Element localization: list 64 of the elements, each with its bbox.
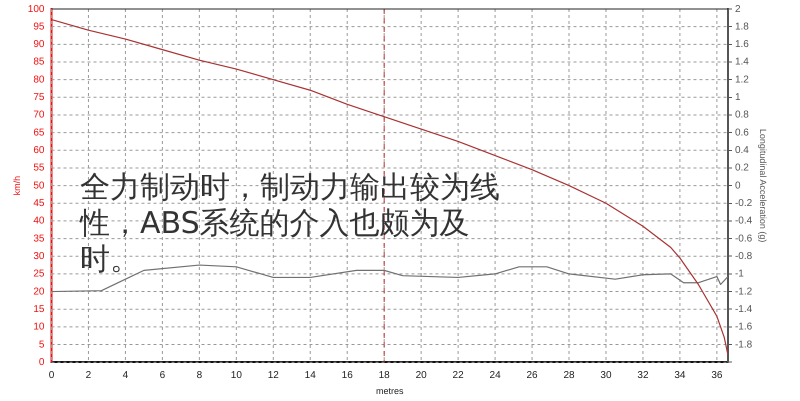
y-tick-label: 0: [38, 356, 45, 368]
y-tick-label: 85: [33, 56, 45, 68]
y-tick-label: 30: [33, 250, 45, 262]
x-tick-label: 6: [160, 370, 166, 381]
y-tick-label: 65: [33, 127, 45, 138]
x-tick-label: 18: [378, 370, 390, 381]
x-tick-label: 26: [526, 370, 538, 381]
y2-tick-label: -1.4: [734, 304, 753, 315]
x-tick-label: 30: [600, 370, 612, 381]
y2-tick-label: -1.6: [734, 322, 753, 333]
x-tick-label: 24: [490, 370, 502, 381]
x-tick-label: 16: [342, 370, 354, 381]
y2-tick-label: 0.8: [734, 110, 750, 121]
y2-tick-label: 0: [734, 180, 741, 192]
y2-tick-label: 0.4: [734, 145, 750, 156]
x-tick-label: 32: [637, 370, 649, 381]
y-tick-label: 20: [33, 286, 45, 298]
y2-tick-label: -1.8: [734, 339, 753, 350]
x-tick-label: 36: [711, 370, 723, 381]
y-tick-label: 100: [28, 4, 45, 15]
x-tick-label: 4: [122, 370, 129, 381]
y-tick-label: 15: [33, 304, 45, 315]
x-tick-label: 14: [304, 370, 316, 381]
y-tick-label: 70: [33, 110, 45, 121]
y2-tick-label: -0.2: [734, 198, 753, 210]
y2-tick-label: 1.8: [734, 21, 750, 32]
y2-tick-label: -1: [734, 268, 744, 280]
y-tick-label: 95: [33, 21, 45, 32]
y-tick-label: 10: [33, 322, 45, 333]
x-tick-label: 22: [452, 370, 464, 381]
y-tick-label: 80: [33, 74, 45, 86]
y2-axis-title: Longitudinal Acceleration (g): [758, 128, 768, 242]
y-tick-label: 40: [33, 216, 45, 227]
x-tick-label: 0: [48, 370, 55, 381]
y-tick-label: 25: [33, 268, 45, 280]
y2-tick-label: 1.2: [734, 74, 750, 86]
y-tick-label: 75: [33, 92, 45, 104]
y2-tick-label: 0.2: [734, 162, 750, 174]
y2-tick-label: -1.2: [734, 286, 753, 298]
x-tick-label: 34: [674, 370, 686, 381]
y2-tick-label: 0.6: [734, 127, 750, 138]
y-axis-title: km/h: [12, 176, 22, 196]
y2-tick-label: -0.8: [734, 250, 753, 262]
y2-tick-label: -0.4: [734, 216, 753, 227]
x-tick-label: 2: [86, 370, 92, 381]
y2-tick-label: 1.4: [734, 56, 750, 68]
x-tick-label: 28: [563, 370, 576, 381]
y-tick-label: 55: [33, 162, 45, 174]
y-tick-label: 60: [33, 145, 45, 156]
y-tick-label: 5: [38, 339, 45, 350]
y2-tick-label: -0.6: [734, 233, 753, 244]
annotation: 全力制动时，制动力输出较为线性，ABS系统的介入也颇为及时。: [80, 170, 501, 278]
x-tick-label: 10: [230, 370, 242, 381]
y2-tick-label: 1.6: [734, 39, 750, 50]
y-tick-label: 45: [33, 198, 45, 210]
x-axis-title: metres: [376, 386, 404, 396]
y-tick-label: 35: [33, 233, 45, 244]
x-tick-label: 20: [416, 370, 428, 381]
y-tick-label: 90: [33, 39, 45, 50]
x-tick-label: 12: [268, 370, 280, 381]
y2-tick-label: 1: [734, 92, 741, 104]
x-tick-label: 8: [196, 370, 203, 381]
y2-tick-label: 2: [734, 4, 741, 15]
y-tick-label: 50: [33, 180, 45, 192]
